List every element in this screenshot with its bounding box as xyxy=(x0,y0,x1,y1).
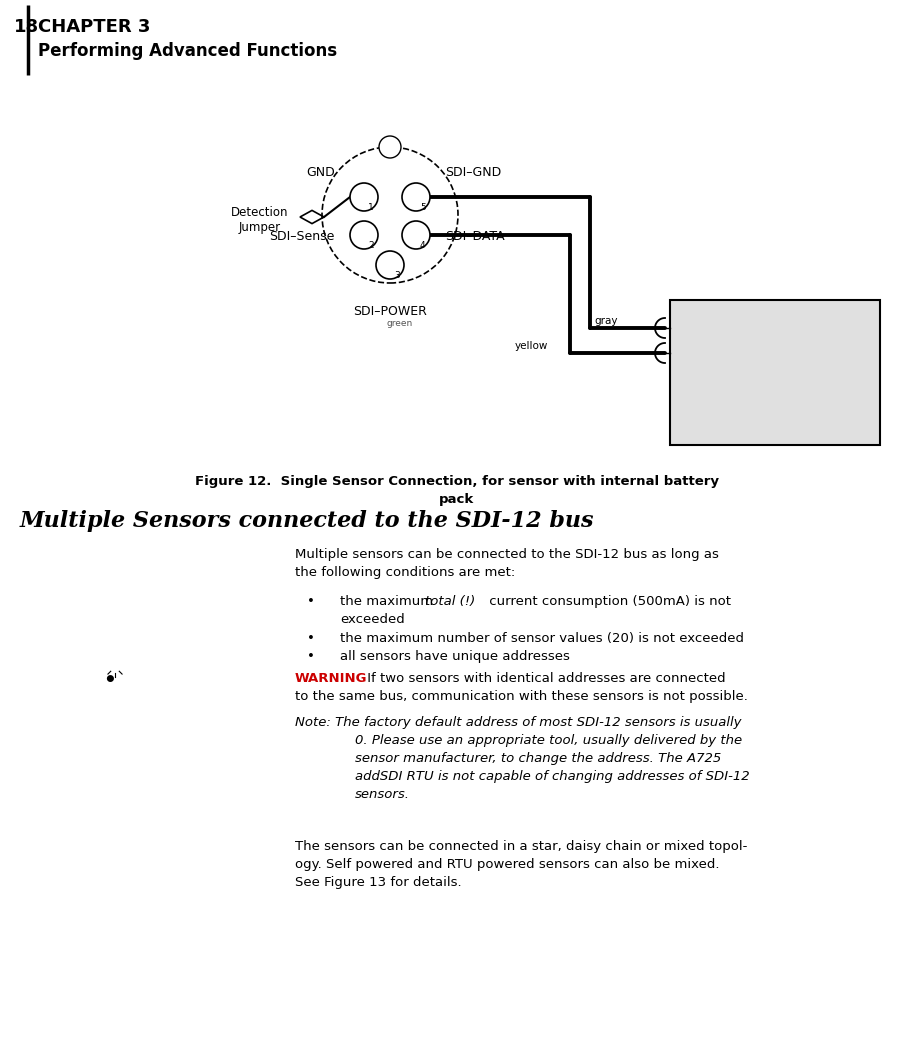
Circle shape xyxy=(376,251,404,279)
Text: self powered: self powered xyxy=(698,415,779,428)
Text: Note: The factory default address of most SDI-12 sensors is usually: Note: The factory default address of mos… xyxy=(295,716,741,729)
Text: to the same bus, communication with these sensors is not possible.: to the same bus, communication with thes… xyxy=(295,690,748,703)
Text: yellow: yellow xyxy=(515,341,548,351)
Text: Detection
Jumper: Detection Jumper xyxy=(231,206,289,234)
Text: The sensors can be connected in a star, daisy chain or mixed topol-: The sensors can be connected in a star, … xyxy=(295,840,748,853)
Text: green: green xyxy=(387,319,413,328)
Text: See Figure 13 for details.: See Figure 13 for details. xyxy=(295,876,462,889)
Text: Figure 12.  Single Sensor Connection, for sensor with internal battery: Figure 12. Single Sensor Connection, for… xyxy=(195,475,719,488)
Text: •: • xyxy=(307,596,315,608)
Text: SDI–Sense: SDI–Sense xyxy=(270,231,335,243)
Text: SDI–DATA: SDI–DATA xyxy=(445,231,505,243)
Text: •: • xyxy=(307,650,315,663)
Circle shape xyxy=(350,221,378,249)
Text: pack: pack xyxy=(440,493,474,506)
Text: the following conditions are met:: the following conditions are met: xyxy=(295,566,515,579)
Text: sensor manufacturer, to change the address. The A725: sensor manufacturer, to change the addre… xyxy=(355,752,721,765)
Text: addSDI RTU is not capable of changing addresses of SDI-12: addSDI RTU is not capable of changing ad… xyxy=(355,770,749,783)
Text: CHAPTER 3: CHAPTER 3 xyxy=(38,18,151,36)
Text: 18: 18 xyxy=(14,18,39,36)
Text: SDI–GND: SDI–GND xyxy=(445,167,501,179)
Text: 5: 5 xyxy=(420,203,426,212)
Text: SDI–12 SENSOR: SDI–12 SENSOR xyxy=(688,390,822,405)
Circle shape xyxy=(402,221,430,249)
Circle shape xyxy=(379,136,401,158)
Text: 4: 4 xyxy=(420,241,426,250)
Text: SDI–POWER: SDI–POWER xyxy=(353,305,427,318)
Text: 0. Please use an appropriate tool, usually delivered by the: 0. Please use an appropriate tool, usual… xyxy=(355,734,742,747)
Text: •: • xyxy=(307,632,315,645)
Text: ⚫: ⚫ xyxy=(103,672,116,687)
Text: SDI–DATA: SDI–DATA xyxy=(705,355,765,368)
Circle shape xyxy=(350,183,378,211)
Text: all sensors have unique addresses: all sensors have unique addresses xyxy=(340,650,569,663)
Text: GND: GND xyxy=(306,167,335,179)
Text: sensors.: sensors. xyxy=(355,788,410,801)
Text: gray: gray xyxy=(594,316,618,326)
Text: Performing Advanced Functions: Performing Advanced Functions xyxy=(38,42,337,60)
Text: 3: 3 xyxy=(394,271,399,280)
Text: WARNING: WARNING xyxy=(295,672,367,685)
Text: If two sensors with identical addresses are connected: If two sensors with identical addresses … xyxy=(363,672,726,685)
Text: the maximum: the maximum xyxy=(340,596,438,608)
FancyBboxPatch shape xyxy=(670,300,880,445)
Text: the maximum number of sensor values (20) is not exceeded: the maximum number of sensor values (20)… xyxy=(340,632,744,645)
Text: Multiple sensors can be connected to the SDI-12 bus as long as: Multiple sensors can be connected to the… xyxy=(295,548,719,561)
Text: total (!): total (!) xyxy=(425,596,475,608)
Text: 2: 2 xyxy=(368,241,374,250)
Text: SDI–GND: SDI–GND xyxy=(705,330,761,343)
Text: 1: 1 xyxy=(368,203,374,212)
Circle shape xyxy=(402,183,430,211)
Text: current consumption (500mA) is not: current consumption (500mA) is not xyxy=(485,596,731,608)
Text: exceeded: exceeded xyxy=(340,613,405,626)
Text: Multiple Sensors connected to the SDI-12 bus: Multiple Sensors connected to the SDI-12… xyxy=(20,510,594,532)
Text: ogy. Self powered and RTU powered sensors can also be mixed.: ogy. Self powered and RTU powered sensor… xyxy=(295,858,719,871)
